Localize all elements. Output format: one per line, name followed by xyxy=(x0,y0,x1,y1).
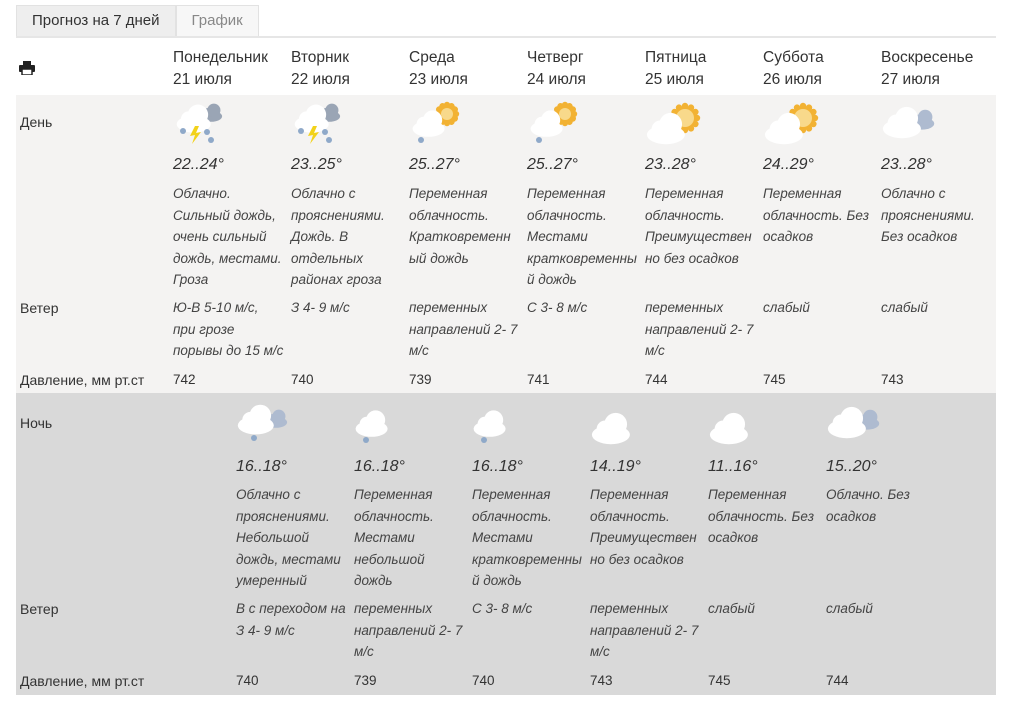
day-temperature: 25..27° xyxy=(409,156,460,173)
weekday: Понедельник xyxy=(173,49,268,66)
day-pressure: 741 xyxy=(527,372,550,387)
night-section xyxy=(16,393,996,695)
day-temperature: 22..24° xyxy=(173,156,224,173)
tab-7-day-forecast[interactable]: Прогноз на 7 дней xyxy=(16,5,176,36)
day-pressure: 739 xyxy=(409,372,432,387)
cloudy-icon xyxy=(881,100,941,144)
sun-cloud-icon xyxy=(645,100,705,145)
day-header: Четверг 24 июля xyxy=(527,47,586,91)
forecast-tabs: Прогноз на 7 дней График xyxy=(16,5,259,37)
day-header: Понедельник 21 июля xyxy=(173,47,268,91)
day-wind: переменных направлений 2- 7 м/с xyxy=(645,300,754,358)
night-description: Облачно с прояснениями. Небольшой дождь,… xyxy=(236,487,341,588)
day-description: Облачно с прояснениями. Без осадков xyxy=(881,186,975,244)
night-pressure: 739 xyxy=(354,673,377,688)
day-header: Воскресенье 27 июля xyxy=(881,47,973,91)
date: 25 июля xyxy=(645,71,704,88)
day-header: Вторник 22 июля xyxy=(291,47,350,91)
date: 26 июля xyxy=(763,71,822,88)
moon-cloud-icon xyxy=(708,400,769,445)
wind-label-day: Ветер xyxy=(20,300,59,316)
cloudy-rain-icon xyxy=(236,400,296,444)
sun-cloud-rain-icon xyxy=(527,100,587,144)
day-section xyxy=(16,95,996,393)
moon-cloud-rain-icon xyxy=(472,400,532,444)
weekday: Пятница xyxy=(645,49,707,66)
date: 22 июля xyxy=(291,71,350,88)
date: 23 июля xyxy=(409,71,468,88)
night-description: Переменная облачность. Местами небольшой… xyxy=(354,487,434,588)
night-label: Ночь xyxy=(20,415,53,431)
day-header: Среда 23 июля xyxy=(409,47,468,91)
date: 21 июля xyxy=(173,71,232,88)
day-temperature: 24..29° xyxy=(763,156,814,173)
day-temperature: 25..27° xyxy=(527,156,578,173)
day-pressure: 744 xyxy=(645,372,668,387)
day-label: День xyxy=(20,114,53,130)
day-description: Переменная облачность. Без осадков xyxy=(763,186,869,244)
night-pressure: 744 xyxy=(826,673,849,688)
pressure-label-night: Давление, мм рт.ст xyxy=(20,673,145,689)
thunderstorm-icon xyxy=(173,100,233,144)
night-temperature: 16..18° xyxy=(236,458,287,475)
wind-label-night: Ветер xyxy=(20,601,59,617)
night-temperature: 16..18° xyxy=(472,458,523,475)
weekday: Вторник xyxy=(291,49,349,66)
sun-cloud-icon xyxy=(763,100,823,145)
night-pressure: 743 xyxy=(590,673,613,688)
night-description: Переменная облачность. Преимуществен но … xyxy=(590,487,697,567)
day-temperature: 23..28° xyxy=(645,156,696,173)
night-pressure: 740 xyxy=(236,673,259,688)
day-description: Переменная облачность. Кратковременн ый … xyxy=(409,186,511,266)
day-wind: переменных направлений 2- 7 м/с xyxy=(409,300,518,358)
weekday: Среда xyxy=(409,49,455,66)
day-wind: Ю-В 5-10 м/с, при грозе порывы до 15 м/с xyxy=(173,300,284,358)
night-wind: слабый xyxy=(708,601,755,616)
day-description: Облачно. Сильный дождь, очень сильный до… xyxy=(173,186,282,287)
night-temperature: 15..20° xyxy=(826,458,877,475)
night-description: Переменная облачность. Без осадков xyxy=(708,487,814,545)
day-pressure: 742 xyxy=(173,372,196,387)
day-temperature: 23..25° xyxy=(291,156,342,173)
night-description: Облачно. Без осадков xyxy=(826,487,910,524)
day-pressure: 745 xyxy=(763,372,786,387)
moon-cloud-icon xyxy=(590,400,651,445)
day-wind: слабый xyxy=(763,300,810,315)
night-description: Переменная облачность. Местами кратковре… xyxy=(472,487,582,588)
day-wind: З 4- 9 м/с xyxy=(291,300,350,315)
tab-chart[interactable]: График xyxy=(175,5,259,36)
night-wind: С 3- 8 м/с xyxy=(472,601,533,616)
date: 24 июля xyxy=(527,71,586,88)
day-description: Переменная облачность. Местами кратковре… xyxy=(527,186,637,287)
moon-cloud-rain-icon xyxy=(354,400,414,444)
day-header: Пятница 25 июля xyxy=(645,47,706,91)
day-pressure: 740 xyxy=(291,372,314,387)
weekday: Воскресенье xyxy=(881,49,974,66)
day-wind: С 3- 8 м/с xyxy=(527,300,588,315)
day-wind: слабый xyxy=(881,300,928,315)
night-pressure: 740 xyxy=(472,673,495,688)
night-temperature: 16..18° xyxy=(354,458,405,475)
night-wind: слабый xyxy=(826,601,873,616)
thunderstorm-icon xyxy=(291,100,351,144)
day-description: Переменная облачность. Преимуществен но … xyxy=(645,186,752,266)
night-wind: В с переходом на З 4- 9 м/с xyxy=(236,601,346,638)
night-wind: переменных направлений 2- 7 м/с xyxy=(590,601,699,659)
print-icon[interactable] xyxy=(19,61,35,75)
day-header: Суббота 26 июля xyxy=(763,47,824,91)
date: 27 июля xyxy=(881,71,940,88)
weekday: Суббота xyxy=(763,49,824,66)
sun-cloud-rain-icon xyxy=(409,100,469,144)
pressure-label-day: Давление, мм рт.ст xyxy=(20,372,145,388)
divider xyxy=(16,36,996,38)
weekday: Четверг xyxy=(527,49,584,66)
night-pressure: 745 xyxy=(708,673,731,688)
day-description: Облачно с прояснениями. Дождь. В отдельн… xyxy=(291,186,385,287)
night-temperature: 14..19° xyxy=(590,458,641,475)
day-pressure: 743 xyxy=(881,372,904,387)
night-wind: переменных направлений 2- 7 м/с xyxy=(354,601,463,659)
day-temperature: 23..28° xyxy=(881,156,932,173)
night-temperature: 11..16° xyxy=(708,458,758,475)
cloudy-icon xyxy=(826,400,886,444)
